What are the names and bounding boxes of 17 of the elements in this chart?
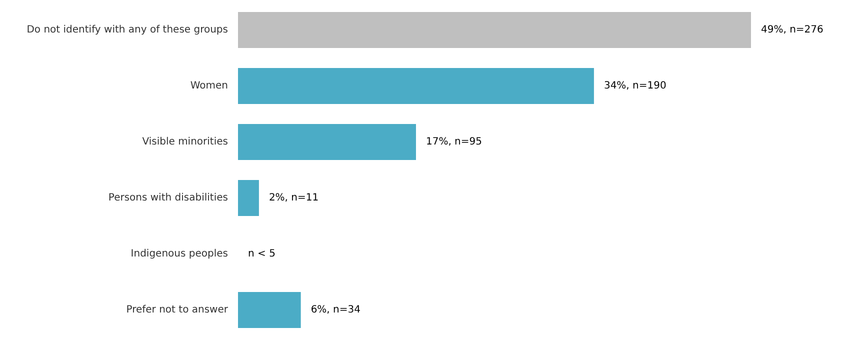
y-tick-label: Persons with disabilities bbox=[108, 192, 228, 204]
bar bbox=[238, 292, 301, 328]
data-label: 17%, n=95 bbox=[426, 136, 482, 148]
text: n < 5 bbox=[248, 248, 276, 260]
bar bbox=[238, 124, 416, 160]
y-tick-label: Prefer not to answer bbox=[126, 304, 229, 316]
y-tick-label: Do not identify with any of these groups bbox=[26, 24, 228, 36]
bar bbox=[238, 68, 594, 104]
bar bbox=[238, 180, 259, 216]
y-tick-label: Visible minorities bbox=[142, 136, 228, 148]
data-label: 49%, n=276 bbox=[761, 24, 824, 36]
data-label: 6%, n=34 bbox=[310, 304, 360, 316]
y-tick-label: Women bbox=[190, 80, 228, 92]
y-tick-label: Indigenous peoples bbox=[130, 248, 228, 260]
data-label: 34%, n=190 bbox=[604, 80, 666, 92]
bar bbox=[238, 12, 751, 48]
data-label: 2%, n=11 bbox=[268, 192, 319, 204]
